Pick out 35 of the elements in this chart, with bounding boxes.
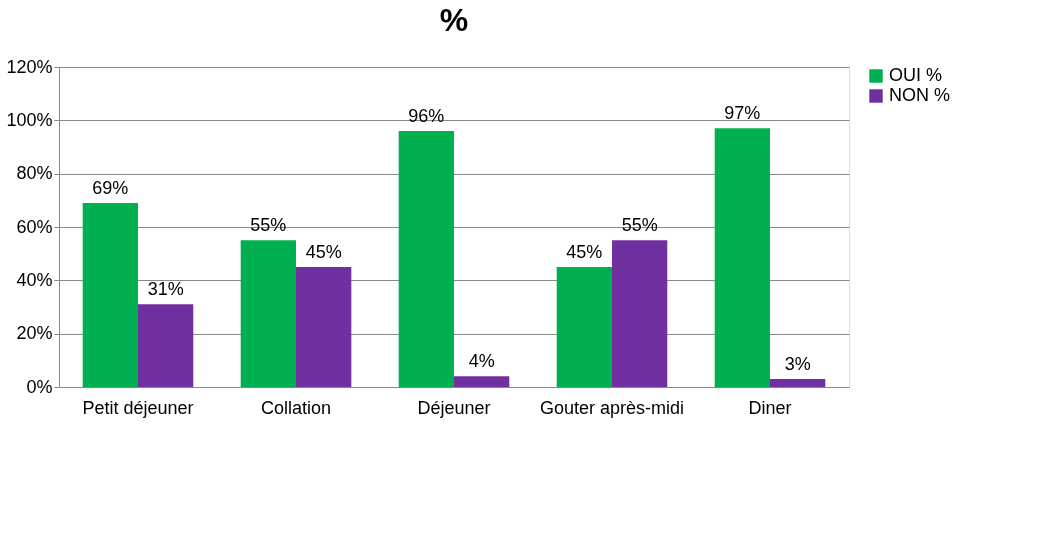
data-label: 4% [468,351,495,372]
bar [556,267,612,387]
y-tick-label: 40% [16,269,53,290]
data-label: 31% [147,279,184,300]
x-tick-label: Diner [748,397,792,418]
y-tick-label: 20% [16,323,53,344]
y-tick-label: 0% [26,376,53,397]
x-tick-label: Collation [260,397,332,418]
x-tick-label: Petit déjeuner [82,397,194,418]
y-tick-label: 60% [16,216,53,237]
y-tick-label: 80% [16,163,53,184]
chart-title: % [439,2,469,38]
y-tick-label: 100% [6,109,53,130]
data-label: 3% [784,354,811,374]
bar [138,304,194,387]
bar [714,128,770,387]
data-label: 45% [566,242,603,262]
x-tick-label: Gouter après-midi [539,397,685,418]
data-label: 55% [250,215,287,236]
legend-label: NON % [889,85,951,105]
data-label: 96% [408,106,445,126]
data-label: 45% [305,242,342,262]
bar [82,203,138,387]
data-label: 55% [621,215,658,236]
data-label: 97% [724,103,761,124]
data-label: 69% [92,178,129,198]
bar [454,376,510,387]
bar [770,379,826,387]
bar [612,240,668,387]
y-tick-label: 120% [6,56,53,77]
bar [240,240,296,387]
bar [398,131,454,387]
legend-label: OUI % [889,65,943,85]
bar [296,267,352,387]
x-tick-label: Déjeuner [417,397,491,418]
